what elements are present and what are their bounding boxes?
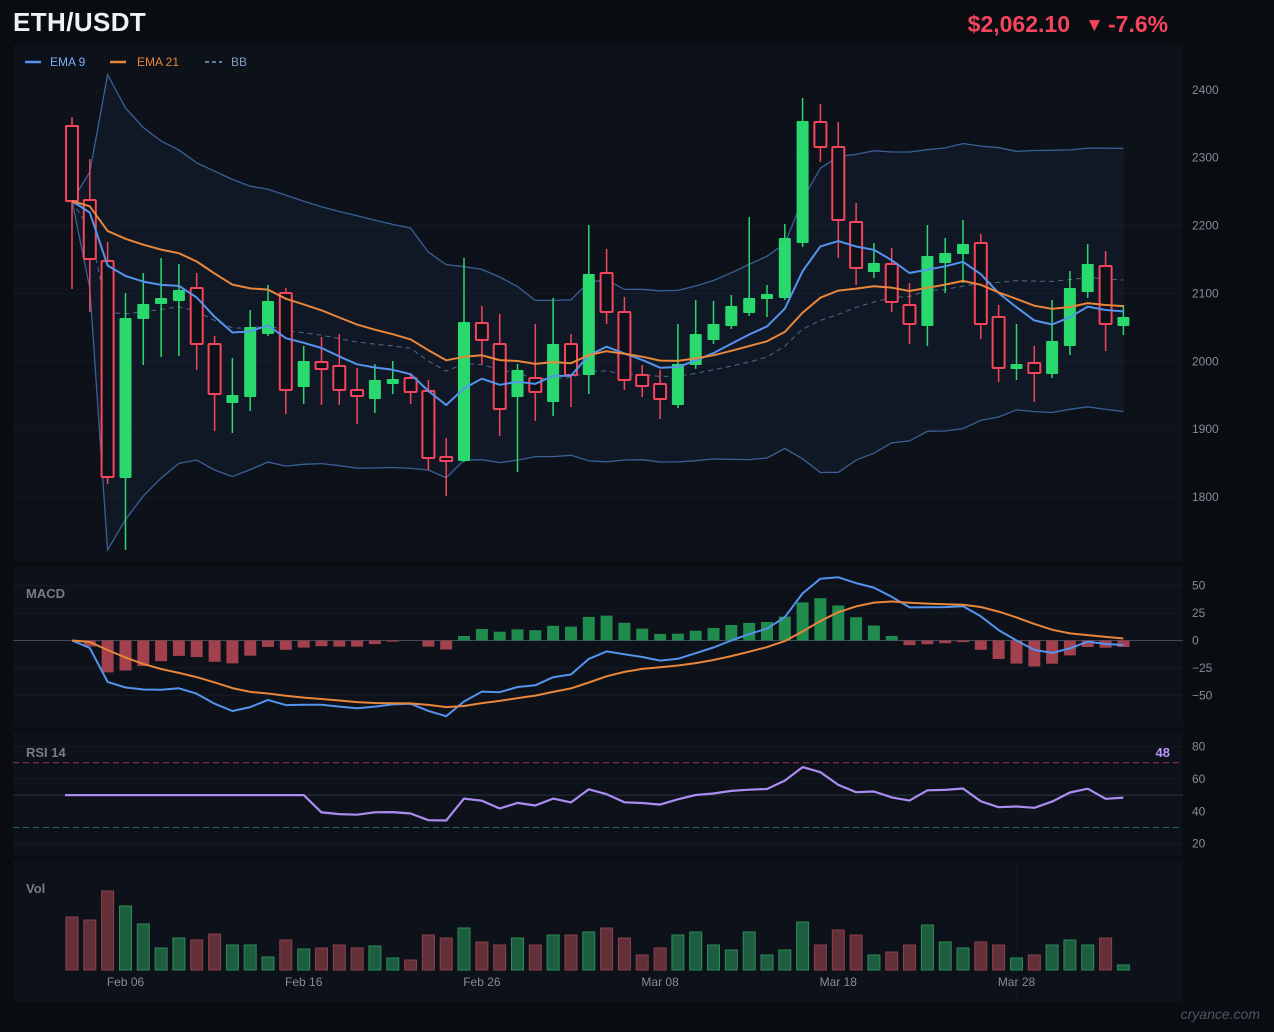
svg-text:40: 40 xyxy=(1192,804,1206,818)
svg-text:50: 50 xyxy=(1192,579,1206,593)
svg-text:2000: 2000 xyxy=(1192,354,1219,368)
svg-text:0: 0 xyxy=(1192,634,1199,648)
svg-text:25: 25 xyxy=(1192,606,1206,620)
svg-text:MACD: MACD xyxy=(26,586,65,601)
svg-text:cryance.com: cryance.com xyxy=(1181,1006,1261,1022)
svg-text:2300: 2300 xyxy=(1192,151,1219,165)
svg-text:-7.6%: -7.6% xyxy=(1108,11,1168,37)
svg-text:EMA 21: EMA 21 xyxy=(137,55,179,69)
svg-text:Mar 18: Mar 18 xyxy=(820,975,858,989)
svg-text:BB: BB xyxy=(231,55,247,69)
svg-text:Feb 16: Feb 16 xyxy=(285,975,323,989)
svg-text:60: 60 xyxy=(1192,772,1206,786)
svg-text:2400: 2400 xyxy=(1192,83,1219,97)
svg-text:$2,062.10: $2,062.10 xyxy=(968,11,1070,37)
svg-text:1800: 1800 xyxy=(1192,490,1219,504)
svg-text:2100: 2100 xyxy=(1192,286,1219,300)
svg-text:▼: ▼ xyxy=(1085,15,1104,36)
svg-text:20: 20 xyxy=(1192,837,1206,851)
svg-text:Feb 06: Feb 06 xyxy=(107,975,145,989)
svg-text:Vol: Vol xyxy=(26,881,45,896)
svg-text:RSI 14: RSI 14 xyxy=(26,745,67,760)
svg-text:−50: −50 xyxy=(1192,688,1213,702)
svg-text:Feb 26: Feb 26 xyxy=(463,975,501,989)
svg-text:1900: 1900 xyxy=(1192,422,1219,436)
svg-text:Mar 28: Mar 28 xyxy=(998,975,1036,989)
svg-text:EMA 9: EMA 9 xyxy=(50,55,86,69)
svg-text:ETH/USDT: ETH/USDT xyxy=(13,7,146,37)
svg-text:48: 48 xyxy=(1156,745,1170,760)
svg-text:2200: 2200 xyxy=(1192,219,1219,233)
svg-text:80: 80 xyxy=(1192,740,1206,754)
svg-text:Mar 08: Mar 08 xyxy=(641,975,679,989)
svg-text:−25: −25 xyxy=(1192,661,1213,675)
